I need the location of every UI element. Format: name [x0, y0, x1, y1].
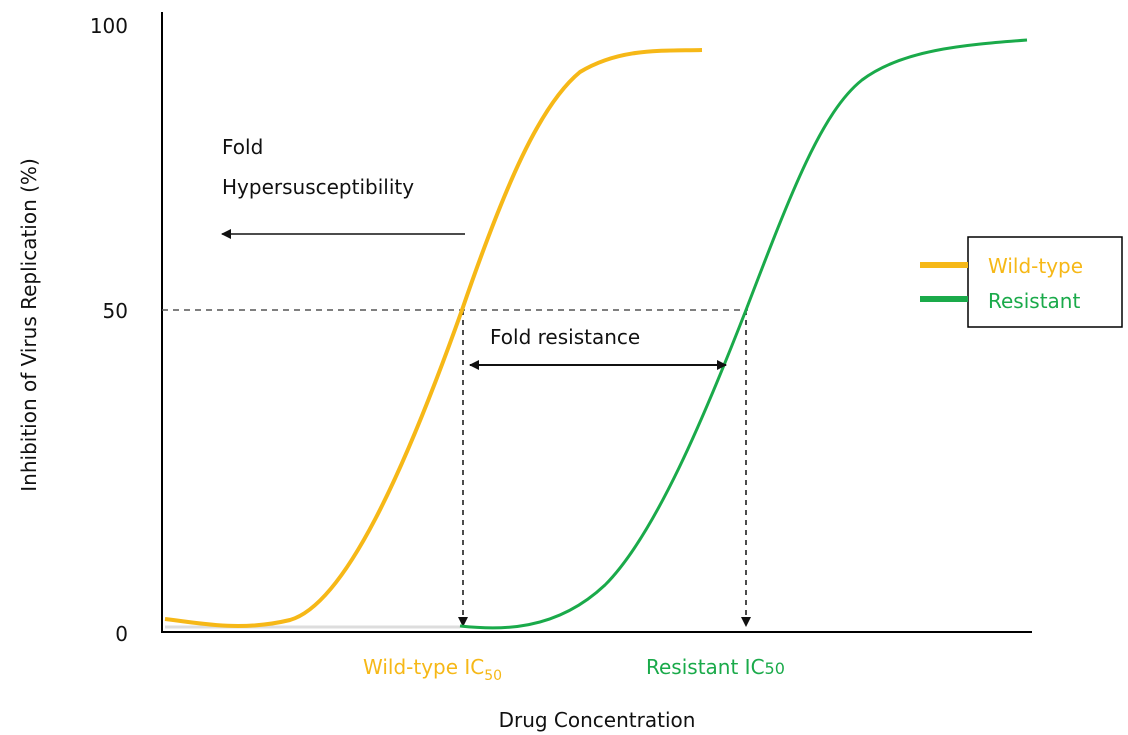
y-tick-label: 0 — [115, 622, 128, 646]
x-marker-label: Resistant IC50 — [646, 655, 785, 679]
annotation: Hypersusceptibility — [222, 175, 414, 199]
y-tick-label: 50 — [103, 299, 128, 323]
annotation: Fold — [222, 135, 263, 159]
x-axis-label: Drug Concentration — [499, 708, 696, 732]
x-marker-text: Resistant IC — [646, 655, 765, 679]
legend-label: Wild-type — [988, 254, 1083, 278]
annotation: Fold resistance — [490, 325, 640, 349]
legend-box — [967, 236, 1123, 328]
wild-type-curve — [164, 48, 703, 628]
y-tick-label: 100 — [90, 14, 128, 38]
x-marker-label: Wild-type IC50 — [363, 655, 502, 684]
x-marker-text: Wild-type IC — [363, 655, 484, 679]
resistant-curve — [459, 38, 1028, 630]
y-axis-label: Inhibition of Virus Replication (%) — [17, 158, 41, 491]
legend-label: Resistant — [988, 289, 1080, 313]
x-marker-sub: 50 — [765, 659, 785, 678]
x-marker-sub: 50 — [484, 668, 502, 684]
